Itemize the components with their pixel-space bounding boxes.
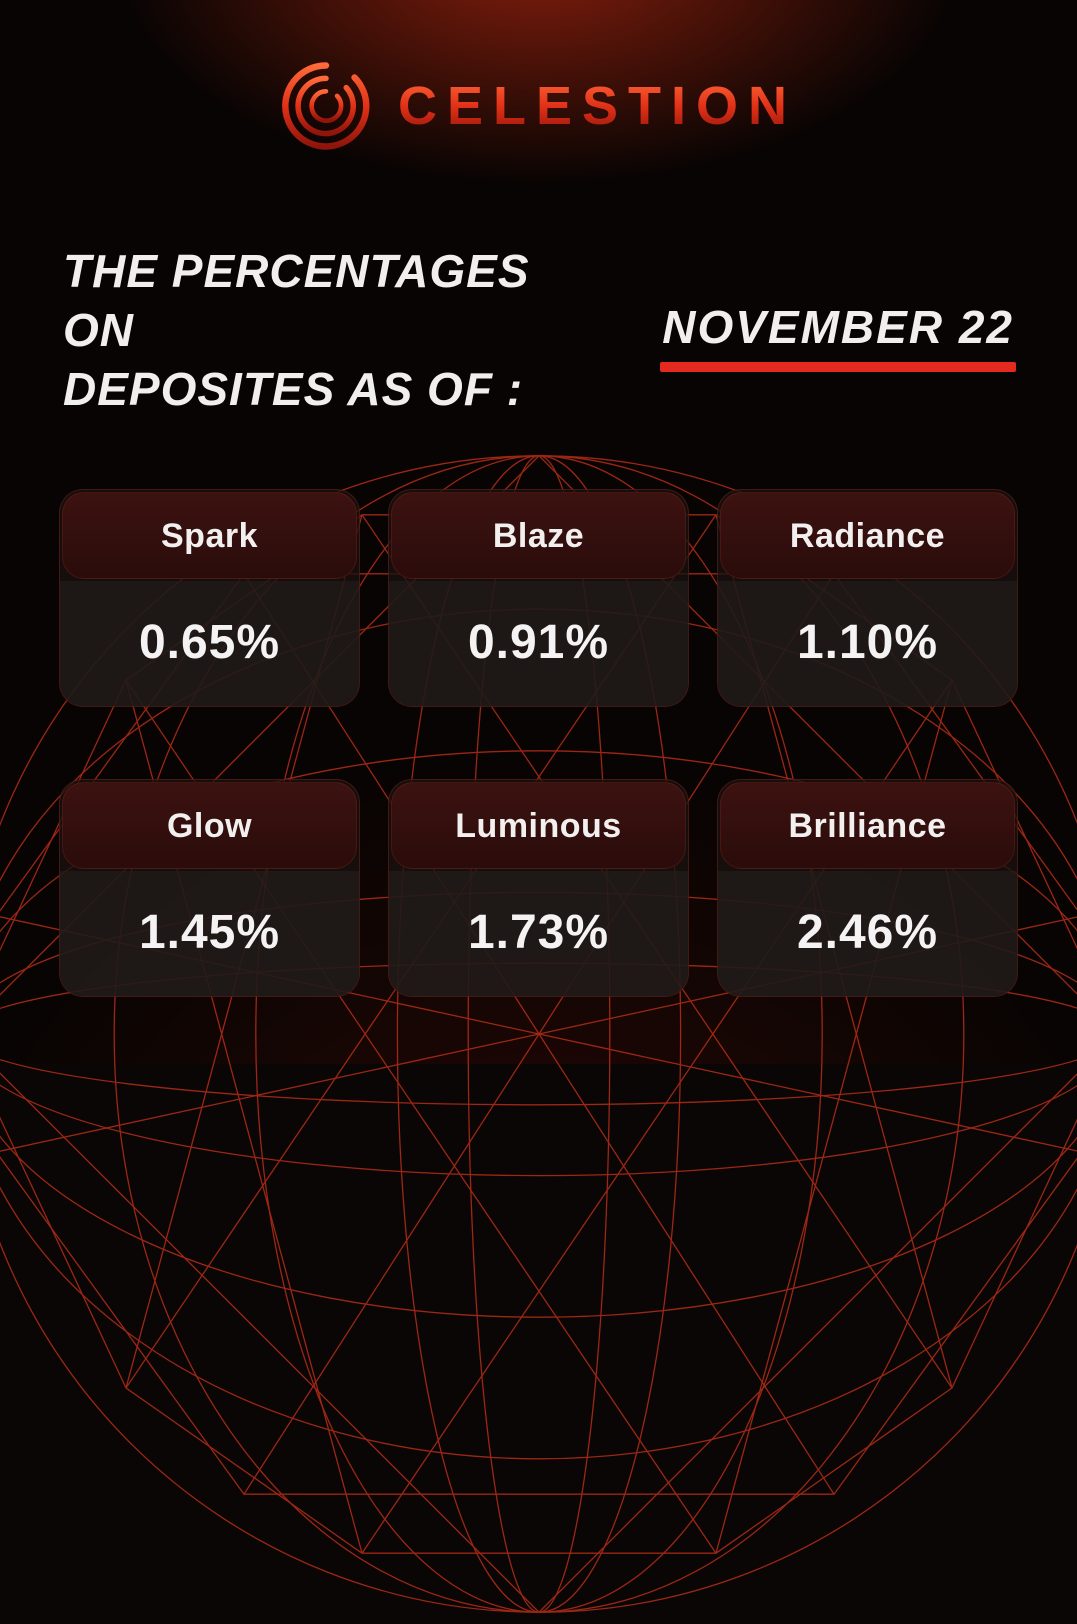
plan-name: Spark	[161, 517, 258, 555]
plan-card-head: Spark	[62, 492, 357, 579]
plan-card-head: Blaze	[391, 492, 686, 579]
brand-logo: CELESTION	[55, 60, 1022, 152]
plan-value: 1.73%	[468, 906, 609, 959]
plan-card-head: Radiance	[720, 492, 1015, 579]
plan-card: Luminous 1.73%	[388, 779, 689, 997]
plan-card-body: 0.91%	[389, 581, 688, 706]
plan-value: 1.10%	[797, 616, 938, 669]
headline-block: THE PERCENTAGES ON DEPOSITES AS OF : NOV…	[55, 242, 1022, 419]
plan-name: Blaze	[493, 517, 584, 555]
brand-name: CELESTION	[398, 75, 797, 137]
brand-swirl-icon	[280, 60, 372, 152]
headline-line2: DEPOSITES AS OF :	[63, 363, 523, 415]
plan-card: Brilliance 2.46%	[717, 779, 1018, 997]
plan-card: Blaze 0.91%	[388, 489, 689, 707]
plan-value: 2.46%	[797, 906, 938, 959]
headline-date: NOVEMBER 22	[662, 300, 1014, 354]
plan-card-head: Brilliance	[720, 782, 1015, 869]
plan-name: Brilliance	[788, 807, 946, 845]
plan-value: 1.45%	[139, 906, 280, 959]
plan-card-head: Glow	[62, 782, 357, 869]
plan-value: 0.65%	[139, 616, 280, 669]
plan-card-body: 0.65%	[60, 581, 359, 706]
headline-text: THE PERCENTAGES ON DEPOSITES AS OF :	[63, 242, 612, 419]
headline-line1: THE PERCENTAGES ON	[63, 245, 530, 356]
plan-card-body: 2.46%	[718, 871, 1017, 996]
plan-card-head: Luminous	[391, 782, 686, 869]
plan-card: Spark 0.65%	[59, 489, 360, 707]
headline-underline	[660, 362, 1016, 372]
plan-card: Glow 1.45%	[59, 779, 360, 997]
plan-card-body: 1.73%	[389, 871, 688, 996]
plan-name: Luminous	[455, 807, 621, 845]
plan-card: Radiance 1.10%	[717, 489, 1018, 707]
plan-value: 0.91%	[468, 616, 609, 669]
plan-name: Radiance	[790, 517, 945, 555]
plan-name: Glow	[167, 807, 252, 845]
headline-date-wrap: NOVEMBER 22	[662, 300, 1014, 368]
plan-card-body: 1.45%	[60, 871, 359, 996]
plan-card-body: 1.10%	[718, 581, 1017, 706]
plans-grid: Spark 0.65% Blaze 0.91% Radiance 1.10%	[55, 489, 1022, 997]
